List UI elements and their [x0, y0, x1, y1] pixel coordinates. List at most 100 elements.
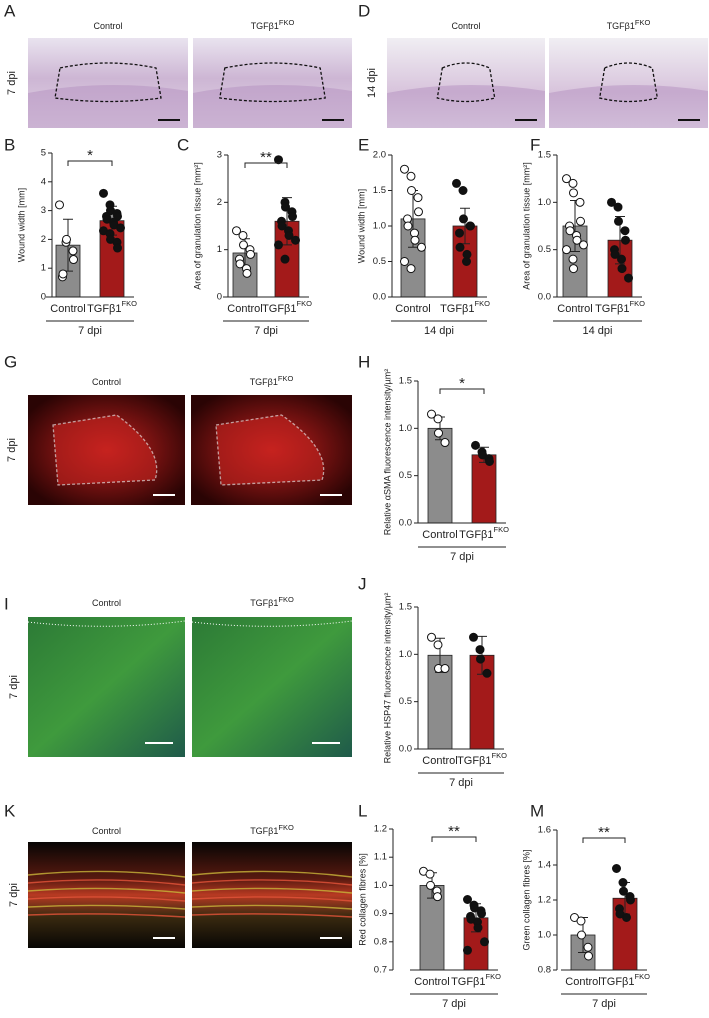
y-tick-label: 5	[41, 148, 46, 159]
y-axis-label: Relative αSMA fluorescence intensity/µm²	[382, 369, 392, 535]
x-tick-label: TGFβ1FKO	[595, 299, 645, 315]
category-sup: FKO	[630, 299, 646, 308]
data-point	[466, 221, 475, 231]
micrograph	[27, 842, 186, 948]
image-title: Control	[93, 21, 122, 31]
panel-letter: F	[530, 135, 540, 154]
data-point	[622, 913, 631, 922]
y-tick-label: 0.8	[374, 936, 387, 947]
data-point	[576, 916, 586, 926]
y-tick-label: 1	[41, 263, 46, 274]
data-point	[113, 243, 122, 253]
data-point	[235, 259, 245, 269]
x-tick-label: Control	[414, 976, 449, 988]
data-point	[579, 240, 588, 250]
edge	[191, 620, 353, 627]
image	[192, 617, 352, 757]
micrograph	[28, 38, 188, 128]
fibre	[27, 904, 186, 910]
x-tick-label: Control	[422, 755, 457, 767]
data-point	[477, 909, 486, 919]
significance: *	[459, 375, 465, 392]
image-title: TGFβ1FKO	[607, 18, 651, 31]
title-text: TGFβ1	[250, 826, 278, 836]
group-label: 7 dpi	[450, 551, 474, 563]
image-title: Control	[92, 598, 121, 608]
y-axis-label: Wound width [mm]	[356, 189, 366, 263]
y-tick-label: 1	[217, 244, 222, 255]
data-point	[562, 245, 571, 255]
y-tick-label: 0.0	[538, 292, 551, 303]
fibre	[27, 896, 186, 902]
x-tick-label: Control	[557, 303, 592, 315]
panel-letter: G	[4, 352, 17, 371]
bar	[427, 427, 453, 524]
data-point	[617, 264, 627, 274]
y-tick-label: 1.5	[538, 150, 551, 161]
x-tick-label: TGFβ1FKO	[451, 972, 501, 988]
group-label: 7 dpi	[592, 998, 616, 1010]
data-point	[617, 254, 626, 264]
data-point	[480, 937, 489, 947]
bar	[471, 454, 497, 524]
y-tick-label: 2	[217, 197, 222, 208]
category: TGFβ1	[459, 529, 493, 541]
data-point	[427, 632, 436, 642]
fibre	[191, 896, 353, 902]
y-tick-label: 2.0	[373, 150, 386, 161]
y-tick-label: 1.0	[538, 197, 551, 208]
data-point	[400, 257, 409, 266]
panel-letter: L	[358, 801, 367, 820]
title-text: TGFβ1	[251, 21, 279, 31]
data-point	[400, 164, 409, 174]
y-tick-label: 0.8	[538, 965, 551, 976]
data-point	[614, 216, 623, 226]
data-point	[406, 264, 416, 274]
category-sup: FKO	[494, 525, 510, 534]
data-point	[274, 240, 283, 250]
fibre	[191, 887, 353, 894]
title-text: Control	[92, 598, 121, 608]
data-point	[433, 640, 443, 650]
outline	[52, 414, 158, 486]
category: TGFβ1	[451, 976, 485, 988]
data-point	[55, 200, 64, 210]
category-sup: FKO	[492, 751, 508, 760]
category: TGFβ1	[87, 303, 121, 315]
panel-letter: I	[4, 594, 9, 613]
image-title: TGFβ1FKO	[250, 595, 294, 608]
category: Control	[422, 755, 457, 767]
title-sup: FKO	[278, 374, 294, 383]
data-point	[288, 212, 297, 222]
y-tick-label: 1.5	[399, 602, 412, 613]
x-tick-label: TGFβ1FKO	[87, 299, 137, 315]
data-point	[562, 174, 571, 184]
data-point	[426, 880, 435, 890]
title-text: TGFβ1	[607, 21, 635, 31]
micrograph	[191, 395, 352, 505]
data-point	[482, 668, 492, 678]
data-point	[613, 202, 623, 212]
data-point	[576, 216, 585, 226]
data-point	[572, 235, 582, 245]
title-sup: FKO	[278, 595, 294, 604]
data-point	[277, 221, 287, 231]
side-label: 7 dpi	[6, 438, 18, 462]
fibre	[191, 879, 353, 886]
category: TGFβ1	[600, 976, 634, 988]
fibre	[191, 913, 353, 918]
y-tick-label: 0	[41, 292, 46, 303]
data-point	[417, 242, 426, 252]
data-point	[458, 186, 468, 195]
title-text: Control	[92, 826, 121, 836]
micrograph	[549, 38, 708, 128]
y-tick-label: 0.0	[373, 292, 386, 303]
data-point	[280, 254, 290, 264]
data-point	[281, 202, 290, 212]
category: TGFβ1	[595, 303, 629, 315]
title-text: TGFβ1	[250, 598, 278, 608]
y-tick-label: 1.0	[374, 880, 387, 891]
y-tick-label: 4	[41, 176, 46, 187]
x-tick-label: TGFβ1FKO	[440, 299, 490, 315]
